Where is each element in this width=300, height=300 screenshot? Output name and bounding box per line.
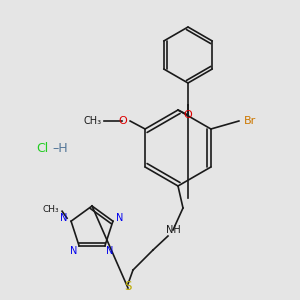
Text: Br: Br bbox=[244, 116, 256, 126]
Text: N: N bbox=[60, 213, 68, 223]
Text: CH₃: CH₃ bbox=[83, 116, 101, 126]
Text: N: N bbox=[106, 246, 114, 256]
Text: N: N bbox=[116, 213, 124, 223]
Text: Cl: Cl bbox=[36, 142, 48, 154]
Text: NH: NH bbox=[166, 225, 180, 235]
Text: CH₃: CH₃ bbox=[43, 205, 59, 214]
Text: N: N bbox=[70, 246, 78, 256]
Text: S: S bbox=[124, 280, 132, 292]
Text: O: O bbox=[118, 116, 127, 126]
Text: O: O bbox=[184, 110, 192, 120]
Text: –H: –H bbox=[52, 142, 68, 154]
